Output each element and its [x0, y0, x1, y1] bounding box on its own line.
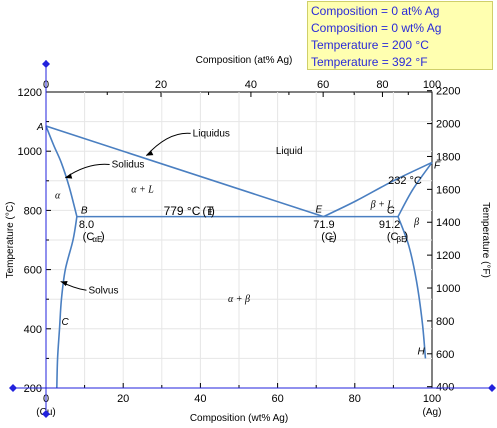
top-tick-label: 60	[317, 79, 329, 91]
readout-line-temperature-f: Temperature = 392 °F	[311, 55, 428, 69]
annotation-arrowhead	[146, 150, 154, 156]
right-axis-title: Temperature (°F)	[480, 202, 491, 278]
annotation-label: (C	[387, 231, 399, 243]
y-tick-label: 1200	[18, 87, 42, 99]
x-tick-label: 20	[117, 393, 129, 405]
y-tick-label: 600	[24, 265, 42, 277]
readout-box: Composition = 0 at% Ag Composition = 0 w…	[307, 1, 493, 70]
annotation-label: Solvus	[88, 285, 118, 296]
x-tick-label: 60	[271, 393, 283, 405]
top-tick-label: 100	[423, 79, 441, 91]
y-tick-label: 400	[24, 324, 42, 336]
annotation-label: βE	[396, 235, 406, 244]
annotation-label: E	[329, 235, 334, 244]
curve-solidus-right	[397, 161, 433, 217]
annotation-label: αE	[92, 235, 102, 244]
annotation-label: (C	[321, 231, 333, 243]
y-axis-title: Temperature (°C)	[5, 202, 16, 279]
annotation-label: 71.9	[313, 219, 334, 231]
right-tick-label: 800	[436, 316, 454, 328]
top-tick-label: 80	[376, 79, 388, 91]
phase-label: β + L	[370, 199, 394, 210]
y-tick-label: 200	[24, 383, 42, 395]
right-tick-label: 1600	[436, 184, 460, 196]
annotation-label: )	[211, 204, 215, 218]
point-label-f: F	[434, 160, 441, 171]
x-tick-label: 40	[194, 393, 206, 405]
annotation-label: Solidus	[112, 159, 145, 170]
point-label-g: G	[387, 206, 395, 217]
annotation-label: )	[101, 229, 105, 243]
point-label-b: B	[81, 206, 88, 217]
phase-label: α + L	[131, 185, 154, 196]
annotation-label: E	[207, 208, 212, 217]
right-tick-label: 1000	[436, 283, 460, 295]
readout-line-temperature-c: Temperature = 200 °C	[311, 38, 429, 52]
annotation-label: )	[333, 229, 337, 243]
annotation-label: (C	[83, 231, 95, 243]
right-tick-label: 600	[436, 349, 454, 361]
top-axis-title: Composition (at% Ag)	[196, 55, 293, 66]
annotation-arrowhead	[65, 173, 73, 179]
right-tick-label: 1200	[436, 250, 460, 262]
annotation-label: )	[404, 229, 408, 243]
cursor-handle-marker	[42, 410, 50, 418]
right-tick-label: 2000	[436, 119, 460, 131]
annotation-label: 779 °C	[164, 204, 201, 218]
y-tick-label: 800	[24, 205, 42, 217]
readout-line-composition-at: Composition = 0 at% Ag	[311, 4, 440, 18]
curve-solvus-right	[397, 216, 427, 359]
phase-label: β	[413, 217, 419, 228]
top-tick-label: 40	[245, 79, 257, 91]
annotation-label: 232 °C	[388, 175, 422, 187]
curve-liquidus-left	[45, 125, 324, 218]
curve-solidus-left	[45, 125, 78, 217]
x-tick-label: 100	[423, 393, 441, 405]
cursor-handle-marker	[9, 384, 17, 392]
right-tick-label: 1400	[436, 217, 460, 229]
curve-liquidus-right	[323, 161, 433, 218]
phase-label: α	[55, 191, 61, 202]
point-label-h: H	[417, 346, 425, 357]
y-tick-label: 1000	[18, 146, 42, 158]
annotation-arrowhead	[60, 280, 68, 287]
readout-line-composition-wt: Composition = 0 wt% Ag	[311, 21, 442, 35]
annotation-label: (T	[202, 204, 214, 218]
point-label-a: A	[36, 122, 44, 133]
cursor-handle-marker	[488, 384, 496, 392]
annotation-label: 8.0	[79, 219, 94, 231]
cursor-handle-marker	[42, 60, 50, 68]
curve-solvus-left	[56, 216, 78, 389]
phase-label: Liquid	[276, 146, 303, 157]
phase-label: α + β	[228, 294, 250, 305]
point-label-c: C	[62, 317, 70, 328]
point-label-e: E	[316, 205, 323, 216]
right-tick-label: 2200	[436, 86, 460, 98]
x-end-label-ag: (Ag)	[423, 407, 442, 418]
annotation-label: Liquidus	[193, 128, 230, 139]
right-tick-label: 1800	[436, 151, 460, 163]
x-tick-label: 80	[349, 393, 361, 405]
annotation-label: 91.2	[379, 219, 400, 231]
top-tick-label: 20	[155, 79, 167, 91]
x-axis-title: Composition (wt% Ag)	[190, 413, 288, 424]
